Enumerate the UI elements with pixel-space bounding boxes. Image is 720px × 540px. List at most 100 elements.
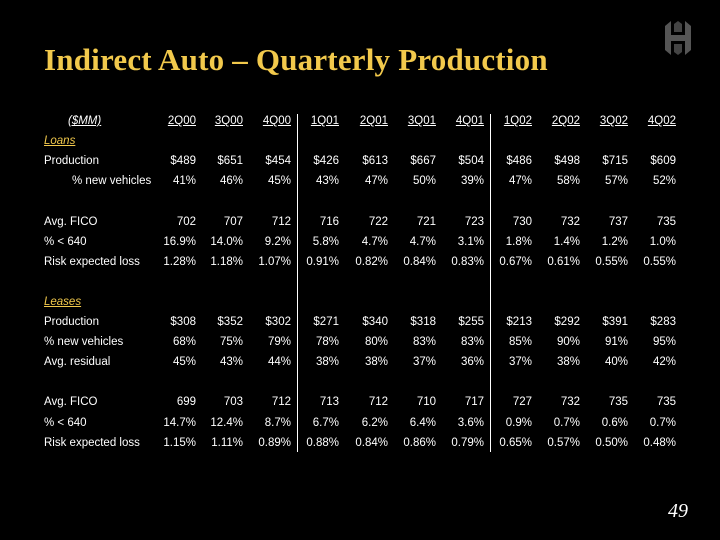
table-cell: 0.7% <box>553 416 580 429</box>
table-cell: $352 <box>217 316 243 328</box>
table-cell: 0.91% <box>306 255 339 268</box>
table-cell: 0.83% <box>451 255 484 268</box>
table-cell: 8.7% <box>264 416 291 429</box>
row-label: % < 640 <box>44 235 87 248</box>
table-cell: 712 <box>368 396 388 409</box>
table-cell: 1.07% <box>258 255 291 268</box>
table-cell: 727 <box>512 396 532 409</box>
table-cell: $489 <box>170 155 196 168</box>
table-cell: $609 <box>650 155 676 168</box>
row-label: Production <box>44 155 99 168</box>
table-cell: $292 <box>554 316 580 328</box>
table-cell: 723 <box>464 215 484 228</box>
table-cell: 46% <box>219 175 243 188</box>
column-header-1q01: 1Q01 <box>310 115 339 127</box>
table-cell: 37% <box>412 356 436 369</box>
table-cell: 43% <box>315 175 339 188</box>
table-cell: 85% <box>508 336 532 349</box>
row-label: Avg. residual <box>44 356 111 369</box>
table-cell: 12.4% <box>210 416 243 429</box>
table-cell: 44% <box>267 356 291 369</box>
row-label: % new vehicles <box>72 175 152 188</box>
year-divider-line <box>297 114 298 452</box>
table-cell: 6.7% <box>312 416 339 429</box>
table-cell: 4.7% <box>409 235 436 248</box>
table-cell: 1.28% <box>163 255 196 268</box>
table-cell: $391 <box>602 316 628 328</box>
table-cell: $426 <box>313 155 339 168</box>
table-cell: 712 <box>271 215 291 228</box>
row-label: % new vehicles <box>44 336 124 349</box>
table-cell: $283 <box>650 316 676 328</box>
table-cell: 38% <box>315 356 339 369</box>
table-cell: 722 <box>368 215 388 228</box>
table-cell: 3.6% <box>457 416 484 429</box>
table-cell: $486 <box>506 155 532 168</box>
year-divider-line <box>490 114 491 452</box>
table-cell: 36% <box>460 356 484 369</box>
column-header-3q00: 3Q00 <box>214 115 243 127</box>
column-header-2q01: 2Q01 <box>359 115 388 127</box>
table-cell: 0.55% <box>595 255 628 268</box>
table-cell: 0.84% <box>355 436 388 449</box>
table-cell: 83% <box>460 336 484 349</box>
table-cell: 716 <box>319 215 339 228</box>
table-cell: $308 <box>170 316 196 328</box>
table-cell: 57% <box>604 175 628 188</box>
table-cell: $498 <box>554 155 580 168</box>
row-label: Avg. FICO <box>44 215 98 228</box>
column-header-2q00: 2Q00 <box>167 115 196 127</box>
table-cell: 83% <box>412 336 436 349</box>
table-cell: 91% <box>604 336 628 349</box>
table-cell: 0.6% <box>601 416 628 429</box>
table-cell: 0.50% <box>595 436 628 449</box>
table-cell: 735 <box>608 396 628 409</box>
table-cell: 0.84% <box>403 255 436 268</box>
table-cell: $271 <box>313 316 339 328</box>
table-cell: 45% <box>267 175 291 188</box>
row-label: Production <box>44 316 99 328</box>
table-cell: 737 <box>608 215 628 228</box>
page-number: 49 <box>668 500 688 522</box>
column-header-4q00: 4Q00 <box>262 115 291 127</box>
table-cell: 0.67% <box>499 255 532 268</box>
table-cell: $613 <box>362 155 388 168</box>
table-cell: 37% <box>508 356 532 369</box>
table-cell: 14.0% <box>210 235 243 248</box>
table-cell: 38% <box>364 356 388 369</box>
table-cell: 16.9% <box>163 235 196 248</box>
table-cell: 0.89% <box>258 436 291 449</box>
table-cell: 721 <box>416 215 436 228</box>
table-cell: 75% <box>219 336 243 349</box>
table-cell: 0.79% <box>451 436 484 449</box>
table-cell: 52% <box>652 175 676 188</box>
table-cell: 0.48% <box>643 436 676 449</box>
table-cell: 40% <box>604 356 628 369</box>
table-cell: 1.11% <box>211 436 243 449</box>
table-cell: $213 <box>506 316 532 328</box>
table-cell: 713 <box>319 396 339 409</box>
table-cell: 1.0% <box>649 235 676 248</box>
table-cell: 1.8% <box>505 235 532 248</box>
table-cell: 0.65% <box>499 436 532 449</box>
table-cell: 730 <box>512 215 532 228</box>
table-cell: 80% <box>364 336 388 349</box>
table-cell: 78% <box>315 336 339 349</box>
column-header-1q02: 1Q02 <box>503 115 532 127</box>
table-cell: 710 <box>416 396 436 409</box>
table-cell: 735 <box>656 215 676 228</box>
table-cell: 9.2% <box>264 235 291 248</box>
column-header-4q02: 4Q02 <box>647 115 676 127</box>
row-label: % < 640 <box>44 416 87 429</box>
table-cell: 1.4% <box>553 235 580 248</box>
table-cell: 38% <box>556 356 580 369</box>
table-cell: 0.86% <box>403 436 436 449</box>
table-cell: 14.7% <box>163 416 196 429</box>
column-header-3q01: 3Q01 <box>407 115 436 127</box>
table-cell: 68% <box>172 336 196 349</box>
table-cell: $667 <box>410 155 436 168</box>
table-cell: $302 <box>265 316 291 328</box>
table-cell: $340 <box>362 316 388 328</box>
table-cell: 732 <box>560 396 580 409</box>
